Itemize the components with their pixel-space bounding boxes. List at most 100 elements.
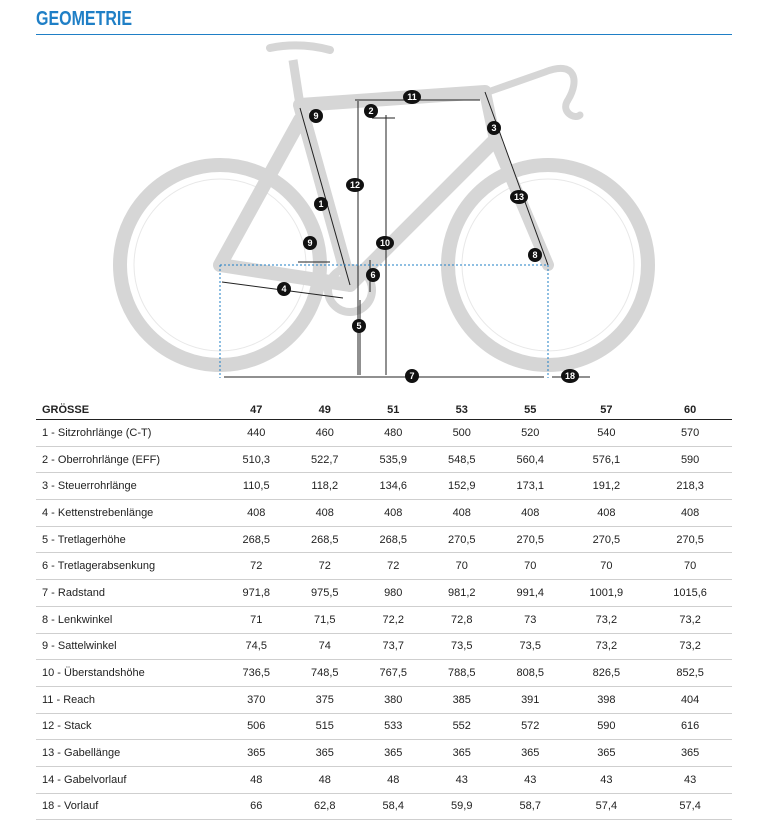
table-cell: 375	[290, 686, 359, 714]
table-cell: 991,4	[496, 579, 565, 607]
column-header: 47	[222, 400, 291, 420]
column-header: 57	[564, 400, 649, 420]
table-cell: 74	[290, 633, 359, 661]
table-row: 5 - Tretlagerhöhe 268,5 268,5 268,5 270,5 270…	[36, 526, 732, 554]
table-cell: 152,9	[427, 472, 496, 501]
table-cell: 500	[427, 419, 496, 447]
table-cell: 540	[564, 419, 649, 447]
row-label: 6 - Tretlagerabsenkung	[36, 552, 222, 581]
table-cell: 48	[290, 766, 359, 794]
table-cell: 1015,6	[648, 579, 732, 607]
row-label: 7 - Radstand	[36, 579, 222, 607]
marker-label: 13	[514, 192, 524, 202]
row-label: 14 - Gabelvorlauf	[36, 766, 222, 794]
table-cell: 365	[359, 739, 428, 767]
row-label: 10 - Überstandshöhe	[36, 659, 222, 687]
table-cell: 522,7	[290, 446, 359, 474]
table-cell: 73,2	[564, 606, 649, 634]
bike-drawing	[113, 41, 655, 378]
row-label: 3 - Steuerrohrlänge	[36, 472, 222, 501]
row-label: 1 - Sitzrohrlänge (C-T)	[36, 419, 222, 447]
marker-label: 7	[409, 371, 414, 381]
table-cell: 73,2	[648, 633, 732, 661]
marker-label: 2	[368, 106, 373, 116]
table-cell: 590	[648, 446, 732, 474]
row-label: 18 - Vorlauf	[36, 793, 222, 820]
marker-label: 10	[380, 238, 390, 248]
marker-label: 18	[565, 371, 575, 381]
table-cell: 218,3	[648, 472, 732, 501]
marker-circle	[528, 248, 542, 262]
table-cell: 408	[648, 499, 732, 527]
marker-circle	[346, 178, 364, 192]
table-cell: 408	[496, 499, 565, 527]
table-cell: 43	[496, 766, 565, 794]
marker-label: 9	[307, 238, 312, 248]
column-header: 49	[290, 400, 359, 420]
table-cell: 62,8	[290, 793, 359, 820]
row-label: 11 - Reach	[36, 686, 222, 714]
marker-label: 5	[356, 321, 361, 331]
table-cell: 70	[496, 552, 565, 581]
marker-circle	[277, 282, 291, 296]
table-cell: 72,2	[359, 606, 428, 634]
table-cell: 576,1	[564, 446, 649, 474]
table-row: 10 - Überstandshöhe 736,5 748,5 767,5 788,5 8…	[36, 659, 732, 687]
table-cell: 365	[222, 739, 291, 767]
table-cell: 70	[564, 552, 649, 581]
marker-circle	[314, 197, 328, 211]
table-cell: 535,9	[359, 446, 428, 474]
table-cell: 270,5	[648, 526, 732, 554]
table-cell: 48	[359, 766, 428, 794]
table-cell: 440	[222, 419, 291, 447]
marker-circle	[510, 190, 528, 204]
marker-label: 3	[491, 123, 496, 133]
table-cell: 510,3	[222, 446, 291, 474]
table-cell: 270,5	[496, 526, 565, 554]
column-header: GRÖSSE	[36, 400, 222, 420]
marker-circle	[403, 90, 421, 104]
marker-circle	[352, 319, 366, 333]
table-cell: 70	[427, 552, 496, 581]
table-cell: 548,5	[427, 446, 496, 474]
table-cell: 590	[564, 713, 649, 741]
table-cell: 408	[427, 499, 496, 527]
table-cell: 480	[359, 419, 428, 447]
table-cell: 365	[496, 739, 565, 767]
table-body: 1 - Sitzrohrlänge (C-T) 440 460 480 500 520 54…	[36, 419, 732, 820]
row-label: 5 - Tretlagerhöhe	[36, 526, 222, 554]
table-cell: 826,5	[564, 659, 649, 687]
marker-label: 6	[370, 270, 375, 280]
table-row: 1 - Sitzrohrlänge (C-T) 440 460 480 500 520 54…	[36, 419, 732, 447]
table-cell: 57,4	[564, 793, 649, 820]
table-cell: 385	[427, 686, 496, 714]
table-cell: 48	[222, 766, 291, 794]
marker-circle	[366, 268, 380, 282]
table-cell: 191,2	[564, 472, 649, 501]
marker-label: 11	[407, 92, 417, 102]
table-cell: 270,5	[427, 526, 496, 554]
column-header: 55	[496, 400, 565, 420]
table-cell: 398	[564, 686, 649, 714]
table-cell: 365	[564, 739, 649, 767]
table-cell: 460	[290, 419, 359, 447]
table-cell: 73,7	[359, 633, 428, 661]
column-header: 51	[359, 400, 428, 420]
table-cell: 788,5	[427, 659, 496, 687]
table-cell: 572	[496, 713, 565, 741]
table-cell: 73,2	[564, 633, 649, 661]
table-row: 8 - Lenkwinkel 71 71,5 72,2 72,8 73 73,2 73,2	[36, 606, 732, 634]
marker-circle	[405, 369, 419, 383]
table-cell: 365	[648, 739, 732, 767]
table-cell: 58,4	[359, 793, 428, 820]
marker-circle	[487, 121, 501, 135]
table-cell: 981,2	[427, 579, 496, 607]
marker-label: 12	[350, 180, 360, 190]
table-row: 12 - Stack 506 515 533 552 572 590 616	[36, 713, 732, 741]
table-cell: 74,5	[222, 633, 291, 661]
table-cell: 58,7	[496, 793, 565, 820]
table-cell: 73,2	[648, 606, 732, 634]
table-row: 11 - Reach 370 375 380 385 391 398 404	[36, 686, 732, 714]
bike-frame	[113, 41, 655, 372]
